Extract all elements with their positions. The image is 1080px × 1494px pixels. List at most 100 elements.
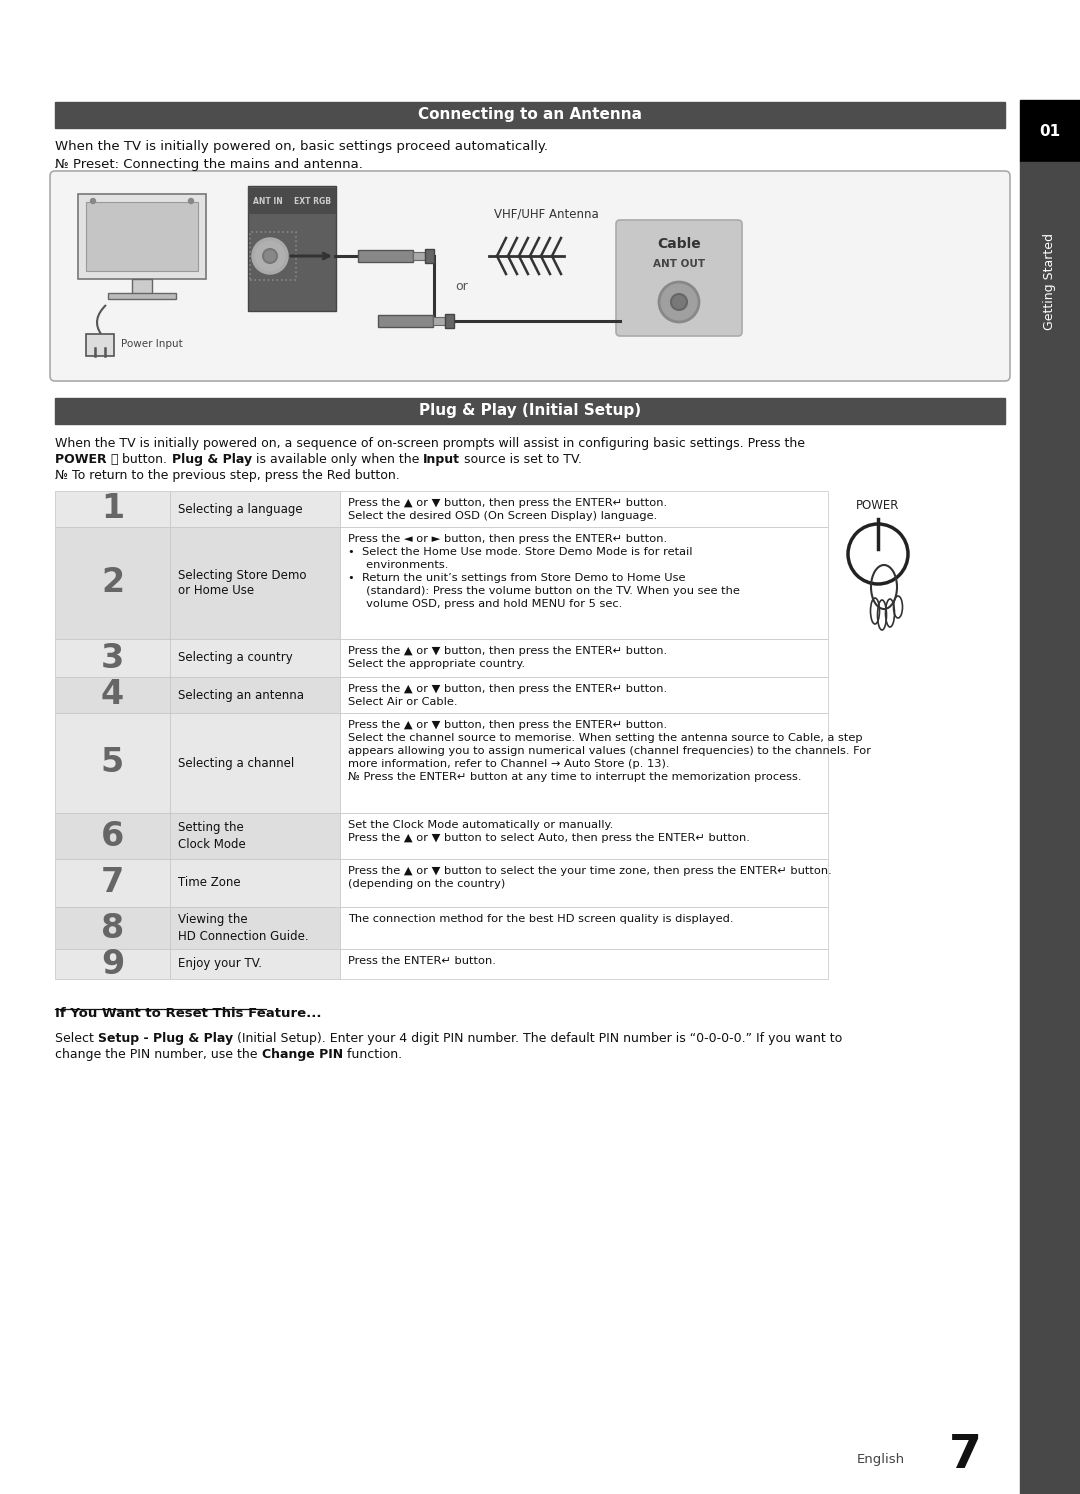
Text: POWER ⏻: POWER ⏻	[55, 453, 119, 466]
Bar	[340, 813, 828, 859]
Text: 6: 6	[100, 820, 124, 853]
Text: When the TV is initially powered on, a sequence of on-screen prompts will assist: When the TV is initially powered on, a s…	[55, 438, 805, 450]
Bar	[86, 202, 198, 270]
Text: Selecting a channel: Selecting a channel	[178, 756, 294, 769]
Circle shape	[671, 294, 687, 309]
Bar	[248, 185, 336, 311]
Text: Cable: Cable	[657, 238, 701, 251]
Bar	[55, 949, 170, 979]
Bar	[86, 335, 114, 356]
Bar	[1020, 100, 1080, 161]
Bar	[55, 907, 170, 949]
Bar	[340, 713, 828, 813]
Bar	[426, 249, 434, 263]
Text: 1: 1	[100, 493, 124, 526]
Circle shape	[91, 199, 95, 203]
Bar	[55, 397, 1005, 424]
Text: EXT RGB: EXT RGB	[294, 197, 330, 206]
Text: Time Zone: Time Zone	[178, 877, 241, 889]
Circle shape	[659, 282, 699, 323]
Text: Getting Started: Getting Started	[1043, 233, 1056, 330]
Text: Press the ▲ or ▼ button, then press the ENTER↵ button.
Select the desired OSD (O: Press the ▲ or ▼ button, then press the …	[348, 498, 667, 521]
Bar	[108, 293, 176, 299]
Text: № To return to the previous step, press the Red button.: № To return to the previous step, press …	[55, 469, 400, 483]
Text: Setting the
Clock Mode: Setting the Clock Mode	[178, 822, 246, 850]
Text: button.: button.	[119, 453, 172, 466]
Bar	[55, 102, 1005, 128]
Bar	[78, 194, 206, 279]
Text: Press the ▲ or ▼ button, then press the ENTER↵ button.
Select Air or Cable.: Press the ▲ or ▼ button, then press the …	[348, 684, 667, 707]
Text: source is set to TV.: source is set to TV.	[460, 453, 582, 466]
Text: Press the ▲ or ▼ button, then press the ENTER↵ button.
Select the appropriate co: Press the ▲ or ▼ button, then press the …	[348, 645, 667, 669]
Text: 7: 7	[948, 1434, 982, 1479]
Text: Enjoy your TV.: Enjoy your TV.	[178, 958, 262, 971]
Bar	[170, 949, 340, 979]
Text: function.: function.	[342, 1047, 402, 1061]
Bar	[170, 907, 340, 949]
Text: № Preset: Connecting the mains and antenna.: № Preset: Connecting the mains and anten…	[55, 158, 363, 170]
Bar	[445, 314, 454, 329]
Text: Selecting a language: Selecting a language	[178, 502, 302, 515]
Text: Press the ENTER↵ button.: Press the ENTER↵ button.	[348, 956, 496, 967]
Bar	[170, 813, 340, 859]
Circle shape	[189, 199, 193, 203]
Bar	[55, 713, 170, 813]
Bar	[55, 639, 170, 677]
Bar	[340, 859, 828, 907]
Text: Connecting to an Antenna: Connecting to an Antenna	[418, 108, 642, 123]
Bar	[249, 232, 296, 279]
Text: (Initial Setup). Enter your 4 digit PIN number. The default PIN number is “0-0-0: (Initial Setup). Enter your 4 digit PIN …	[233, 1032, 842, 1044]
Bar	[340, 677, 828, 713]
Text: When the TV is initially powered on, basic settings proceed automatically.: When the TV is initially powered on, bas…	[55, 140, 548, 152]
Text: Press the ▲ or ▼ button, then press the ENTER↵ button.
Select the channel source: Press the ▲ or ▼ button, then press the …	[348, 720, 870, 783]
Text: change the PIN number, use the: change the PIN number, use the	[55, 1047, 261, 1061]
Bar	[55, 677, 170, 713]
Bar	[55, 859, 170, 907]
Bar	[433, 317, 445, 326]
Bar	[248, 188, 336, 214]
Bar	[378, 315, 433, 327]
Text: Plug & Play (Initial Setup): Plug & Play (Initial Setup)	[419, 403, 642, 418]
Bar	[340, 492, 828, 527]
Text: Selecting an antenna: Selecting an antenna	[178, 689, 303, 702]
FancyBboxPatch shape	[50, 170, 1010, 381]
Text: Select: Select	[55, 1032, 98, 1044]
Text: 01: 01	[1039, 124, 1061, 139]
Text: Plug & Play: Plug & Play	[172, 453, 252, 466]
Bar	[340, 527, 828, 639]
Circle shape	[264, 249, 276, 263]
Text: 7: 7	[100, 867, 124, 899]
Bar	[340, 949, 828, 979]
Bar	[170, 492, 340, 527]
Text: 4: 4	[100, 678, 124, 711]
Text: 3: 3	[100, 641, 124, 674]
Text: 2: 2	[100, 566, 124, 599]
Bar	[170, 639, 340, 677]
Bar	[55, 527, 170, 639]
Text: Viewing the
HD Connection Guide.: Viewing the HD Connection Guide.	[178, 913, 309, 943]
Text: VHF/UHF Antenna: VHF/UHF Antenna	[494, 208, 598, 221]
Text: 9: 9	[100, 947, 124, 980]
Bar	[357, 249, 413, 261]
Text: Power Input: Power Input	[121, 339, 183, 350]
Text: 8: 8	[100, 911, 124, 944]
Text: POWER: POWER	[856, 499, 900, 512]
Bar	[340, 639, 828, 677]
Text: Press the ▲ or ▼ button to select the your time zone, then press the ENTER↵ butt: Press the ▲ or ▼ button to select the yo…	[348, 867, 832, 889]
Bar	[55, 492, 170, 527]
Circle shape	[253, 239, 287, 273]
Text: If You Want to Reset This Feature...: If You Want to Reset This Feature...	[55, 1007, 322, 1020]
FancyBboxPatch shape	[616, 220, 742, 336]
Bar	[170, 713, 340, 813]
Bar	[170, 677, 340, 713]
Bar	[1020, 161, 1080, 1494]
Bar	[340, 907, 828, 949]
Text: 5: 5	[100, 747, 124, 780]
Text: The connection method for the best HD screen quality is displayed.: The connection method for the best HD sc…	[348, 914, 733, 923]
Text: ANT IN: ANT IN	[253, 197, 283, 206]
Bar	[170, 527, 340, 639]
Bar	[170, 859, 340, 907]
Text: English: English	[856, 1454, 905, 1467]
Text: or: or	[456, 279, 469, 293]
Bar	[132, 279, 152, 294]
